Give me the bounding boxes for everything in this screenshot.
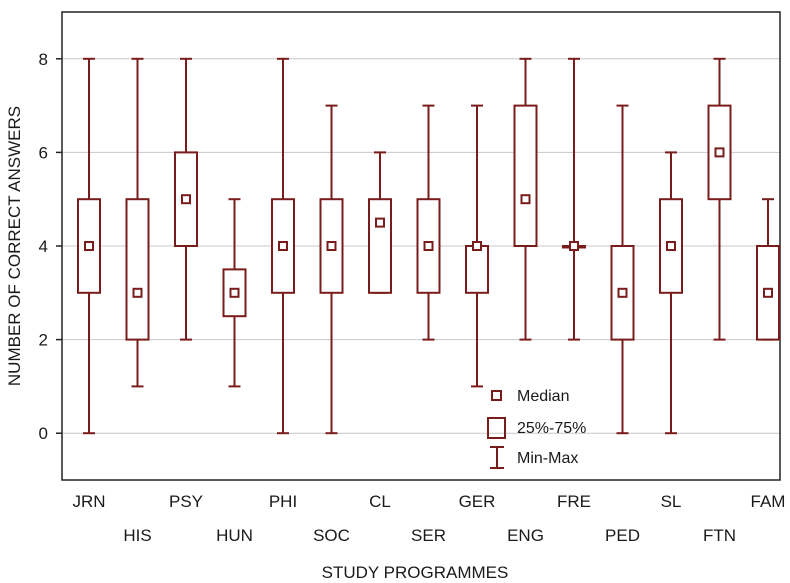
median-marker-fam — [763, 287, 773, 298]
median-marker-sl — [666, 241, 676, 251]
x-tick-label-fre: FRE — [557, 492, 591, 511]
median-marker-ftn — [714, 147, 725, 158]
median-marker-fre — [569, 241, 579, 251]
x-tick-label-ger: GER — [459, 492, 496, 511]
iqr-box-eng — [513, 104, 538, 247]
x-tick-label-hun: HUN — [216, 526, 253, 545]
legend-label-whisker: Min-Max — [517, 450, 578, 467]
iqr-box-cl — [368, 198, 392, 294]
median-marker-ser — [423, 241, 434, 251]
legend-label-box: 25%-75% — [517, 420, 586, 437]
y-tick-label-2: 2 — [39, 331, 48, 350]
median-marker-eng — [520, 194, 531, 205]
y-tick-label-4: 4 — [39, 237, 48, 256]
median-marker-soc — [326, 241, 337, 251]
box-jrn — [77, 57, 101, 435]
x-tick-label-ped: PED — [605, 526, 640, 545]
box-fam — [756, 198, 780, 341]
median-marker-hun — [229, 287, 240, 298]
box-ser — [416, 104, 441, 341]
box-cl — [368, 151, 392, 294]
box-ped — [610, 104, 635, 435]
x-tick-label-soc: SOC — [313, 526, 350, 545]
legend-item-box: 25%-75% — [487, 417, 586, 439]
legend-item-median: Median — [491, 388, 569, 405]
x-tick-label-eng: ENG — [507, 526, 544, 545]
median-marker-ger — [472, 241, 482, 251]
legend-median-marker — [491, 390, 502, 401]
x-tick-label-cl: CL — [369, 492, 391, 511]
x-tick-label-phi: PHI — [269, 492, 297, 511]
x-tick-label-ftn: FTN — [703, 526, 736, 545]
box-ftn — [707, 57, 732, 341]
box-ger — [465, 104, 489, 388]
x-tick-label-jrn: JRN — [72, 492, 105, 511]
box-phi — [271, 57, 295, 435]
legend-label-median: Median — [517, 388, 569, 405]
x-tick-label-sl: SL — [661, 492, 682, 511]
y-tick-label-0: 0 — [39, 424, 48, 443]
y-axis-ticks: 0 2 4 6 8 — [39, 50, 62, 443]
median-marker-cl — [375, 217, 385, 228]
y-axis-title: NUMBER OF CORRECT ANSWERS — [5, 106, 24, 386]
x-axis-tick-labels: JRN HIS PSY HUN PHI SOC CL SER GER ENG FRE PED SL FTN… — [72, 492, 785, 545]
x-tick-label-ser: SER — [411, 526, 446, 545]
box-his — [125, 57, 150, 388]
box-series — [77, 57, 780, 435]
legend-box-symbol — [487, 417, 506, 439]
box-sl — [659, 151, 683, 435]
x-tick-label-his: HIS — [123, 526, 151, 545]
iqr-box-ger — [465, 245, 489, 294]
box-psy — [174, 57, 198, 341]
median-marker-jrn — [84, 241, 94, 251]
x-axis-title: STUDY PROGRAMMES — [322, 563, 509, 582]
x-tick-label-fam: FAM — [751, 492, 786, 511]
legend: Median 25%-75% Min-Max — [487, 388, 586, 469]
box-eng — [513, 57, 538, 341]
y-tick-label-6: 6 — [39, 143, 48, 162]
iqr-box-his — [125, 198, 150, 341]
median-marker-ped — [617, 287, 628, 298]
x-tick-label-psy: PSY — [169, 492, 203, 511]
y-tick-label-8: 8 — [39, 50, 48, 69]
median-marker-phi — [278, 241, 288, 251]
median-marker-psy — [181, 194, 191, 205]
median-marker-his — [132, 287, 143, 298]
legend-item-whisker: Min-Max — [490, 446, 578, 469]
box-hun — [222, 198, 247, 388]
box-fre — [562, 57, 586, 341]
box-soc — [319, 104, 344, 435]
